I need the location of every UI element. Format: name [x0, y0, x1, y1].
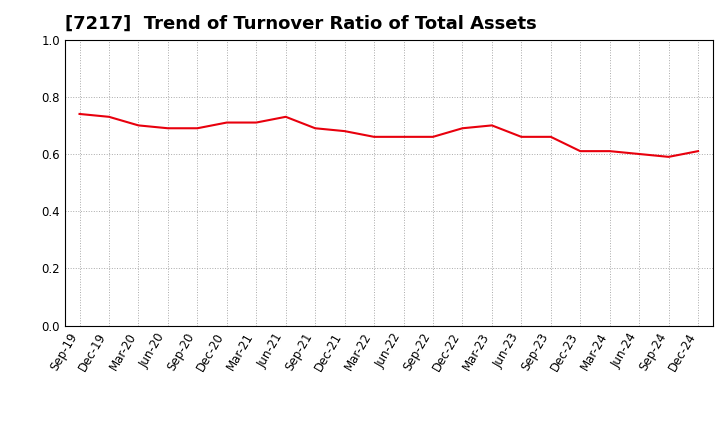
Text: [7217]  Trend of Turnover Ratio of Total Assets: [7217] Trend of Turnover Ratio of Total …	[65, 15, 536, 33]
